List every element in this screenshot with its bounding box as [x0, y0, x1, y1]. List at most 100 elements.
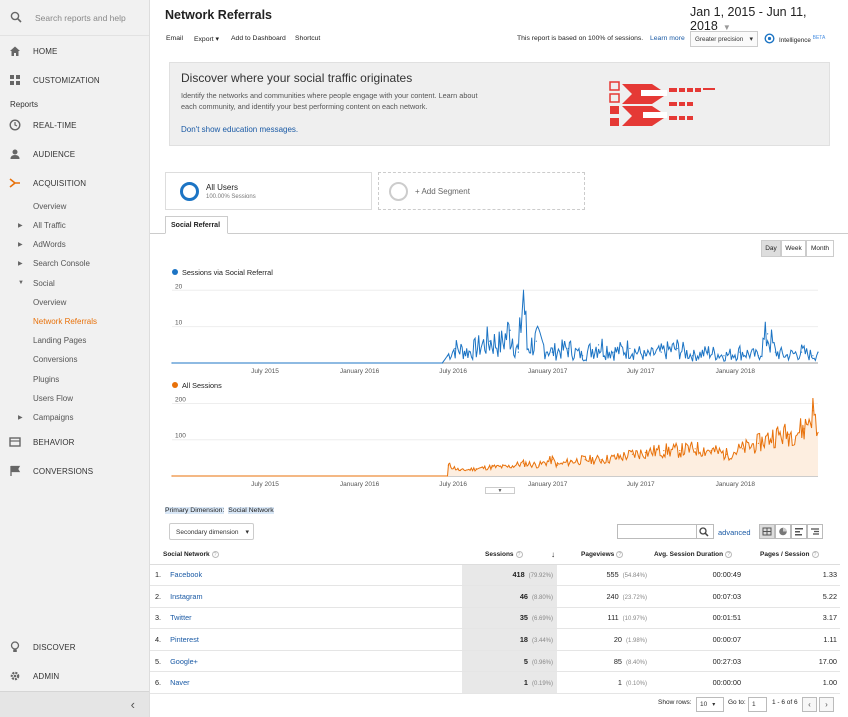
row-index: 1.	[155, 570, 162, 580]
col-sessions[interactable]: Sessions? ↓	[462, 545, 557, 565]
nav-admin[interactable]: ADMIN	[0, 664, 149, 688]
data-point	[171, 475, 173, 477]
show-rows-select[interactable]: 10 ▾	[696, 697, 724, 712]
next-page-button[interactable]: ›	[819, 697, 834, 712]
advanced-filter-link[interactable]: advanced	[718, 528, 751, 537]
export-button[interactable]: Export ▾	[194, 36, 219, 43]
help-icon: ?	[811, 550, 819, 558]
social-network-link[interactable]: Twitter	[170, 613, 192, 623]
col-avg-session-duration[interactable]: Avg. Session Duration?	[651, 545, 753, 565]
data-point	[535, 340, 537, 342]
tab-divider	[150, 233, 848, 234]
nav-adwords[interactable]: ▶ AdWords	[0, 237, 149, 253]
nav-audience[interactable]: AUDIENCE	[0, 142, 149, 166]
data-point	[506, 466, 509, 468]
nav-behavior[interactable]: BEHAVIOR	[0, 430, 149, 454]
sidebar: Search reports and help HOME CUSTOMIZATI…	[0, 0, 150, 717]
data-point	[522, 462, 525, 464]
nav-all-traffic[interactable]: ▶ All Traffic	[0, 218, 149, 234]
nav-acq-overview[interactable]: Overview	[0, 199, 149, 215]
data-point	[660, 351, 662, 353]
data-point	[538, 464, 540, 466]
nav-home-label: HOME	[33, 47, 58, 56]
email-button[interactable]: Email	[166, 35, 183, 42]
social-network-link[interactable]: Facebook	[170, 570, 203, 580]
duration-value: 00:00:07	[712, 635, 741, 645]
table-search-input[interactable]	[617, 524, 697, 539]
search-placeholder: Search reports and help	[35, 13, 126, 23]
collapse-sidebar-button[interactable]: ‹	[0, 691, 149, 717]
x-tick-label: July 2015	[251, 481, 279, 488]
nav-network-referrals[interactable]: Network Referrals	[0, 314, 149, 330]
pages-per-session-value: 1.33	[822, 570, 837, 580]
view-performance-button[interactable]	[791, 524, 807, 539]
nav-acquisition[interactable]: ACQUISITION	[0, 171, 149, 195]
nav-audience-label: AUDIENCE	[33, 150, 76, 159]
data-point	[725, 453, 728, 455]
table-row: 5. Google+ 5 (0.96%) 85 (8.40%) 00:27:03 17.00	[150, 650, 840, 673]
view-comparison-button[interactable]	[807, 524, 823, 539]
nav-landing-pages[interactable]: Landing Pages	[0, 333, 149, 349]
precision-dropdown[interactable]: Greater precision	[690, 31, 758, 47]
col-pages-per-session[interactable]: Pages / Session?	[753, 545, 840, 565]
col-pageviews[interactable]: Pageviews?	[557, 545, 651, 565]
granularity-week-button[interactable]: Week	[781, 240, 806, 257]
prev-page-button[interactable]: ‹	[802, 697, 817, 712]
view-pie-button[interactable]	[775, 524, 791, 539]
y-tick-label: 100	[175, 433, 186, 440]
shortcut-button[interactable]: Shortcut	[295, 35, 321, 42]
nav-social[interactable]: ▼ Social	[0, 276, 149, 292]
bar-list-icon	[795, 528, 803, 536]
nav-home[interactable]: HOME	[0, 39, 149, 63]
data-point	[582, 355, 584, 357]
nav-social-conversions-label: Conversions	[33, 355, 78, 364]
view-table-button[interactable]	[759, 524, 775, 539]
nav-discover[interactable]: DISCOVER	[0, 635, 149, 659]
col-social-network[interactable]: Social Network?	[150, 545, 462, 565]
nav-realtime[interactable]: REAL-TIME	[0, 113, 149, 137]
primary-dimension-value[interactable]: Social Network	[228, 507, 274, 514]
nav-users-flow[interactable]: Users Flow	[0, 391, 149, 407]
primary-dimension-label: Primary Dimension:	[165, 507, 225, 514]
banner-title: Discover where your social traffic origi…	[181, 71, 413, 85]
nav-conversions[interactable]: CONVERSIONS	[0, 459, 149, 483]
granularity-month-button[interactable]: Month	[806, 240, 834, 257]
tab-social-referral[interactable]: Social Referral	[165, 216, 228, 234]
nav-plugins[interactable]: Plugins	[0, 372, 149, 388]
table-row: 6. Naver 1 (0.19%) 1 (0.10%) 00:00:00 1.00	[150, 671, 840, 695]
data-point	[491, 466, 493, 468]
social-network-link[interactable]: Naver	[170, 678, 190, 688]
caret-right-icon: ▶	[18, 223, 23, 229]
data-point	[584, 459, 586, 461]
intelligence-label: Intelligence	[779, 37, 811, 45]
col-pageviews-label: Pageviews	[581, 550, 615, 558]
intelligence-icon	[764, 33, 775, 44]
social-network-link[interactable]: Pinterest	[170, 635, 199, 645]
chart-resize-handle[interactable]: ▼	[485, 487, 515, 494]
add-to-dashboard-button[interactable]: Add to Dashboard	[231, 35, 286, 42]
dismiss-education-link[interactable]: Don't show education messages.	[181, 125, 299, 134]
data-point	[171, 362, 173, 364]
add-segment-button[interactable]: + Add Segment	[378, 172, 585, 210]
date-range-picker[interactable]: Jan 1, 2015 - Jun 11, 2018 ▼	[690, 5, 848, 33]
nav-social-overview[interactable]: Overview	[0, 295, 149, 311]
nav-search-console[interactable]: ▶ Search Console	[0, 256, 149, 272]
intelligence-button[interactable]: Intelligence BETA	[779, 35, 825, 44]
granularity-day-button[interactable]: Day	[761, 240, 781, 257]
nav-social-conversions[interactable]: Conversions	[0, 352, 149, 368]
x-tick-label: July 2016	[439, 481, 467, 488]
search-bar[interactable]: Search reports and help	[0, 0, 149, 36]
col-social-network-label: Social Network	[163, 550, 210, 558]
nav-customization[interactable]: CUSTOMIZATION	[0, 68, 149, 92]
segment-all-users[interactable]: All Users 100.00% Sessions	[165, 172, 372, 210]
social-network-link[interactable]: Instagram	[170, 591, 203, 601]
social-network-link[interactable]: Google+	[170, 656, 198, 666]
nav-campaigns[interactable]: ▶ Campaigns	[0, 410, 149, 426]
secondary-dimension-dropdown[interactable]: Secondary dimension	[169, 523, 254, 540]
nav-conversions-label: CONVERSIONS	[33, 467, 94, 476]
goto-input[interactable]: 1	[748, 697, 767, 712]
secondary-dimension-label: Secondary dimension	[176, 529, 239, 536]
data-point	[644, 355, 646, 357]
table-search-button[interactable]	[696, 524, 714, 539]
learn-more-link[interactable]: Learn more	[650, 35, 685, 42]
